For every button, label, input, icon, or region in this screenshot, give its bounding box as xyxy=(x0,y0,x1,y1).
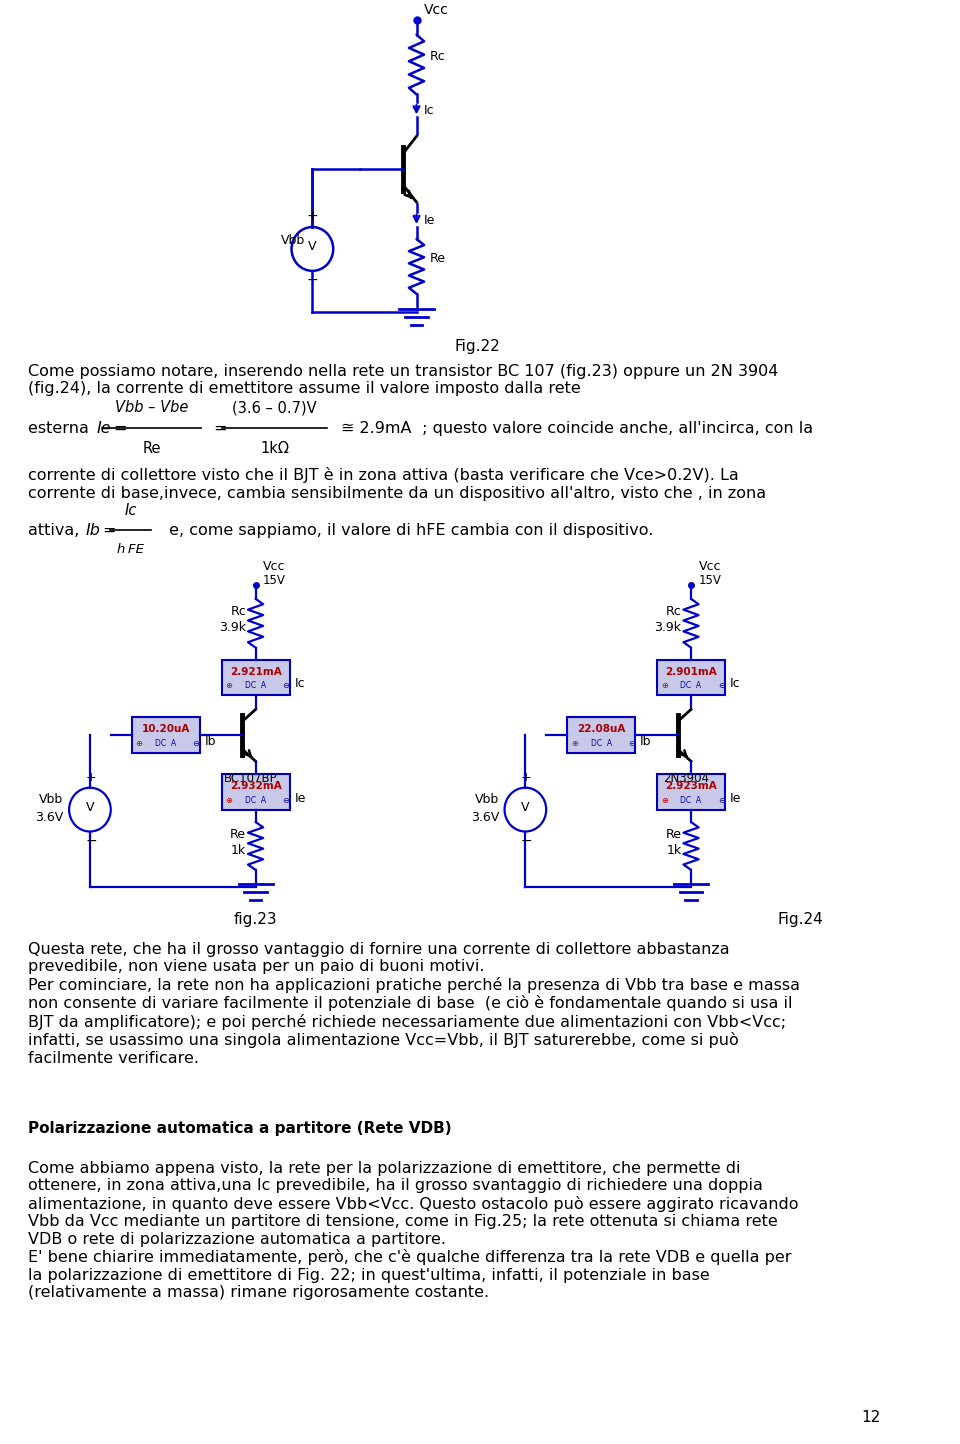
Text: Ic: Ic xyxy=(295,677,305,690)
Text: DC  A: DC A xyxy=(156,739,177,748)
Text: ⊕: ⊕ xyxy=(660,682,668,690)
Text: 15V: 15V xyxy=(699,573,722,586)
Text: ≅ 2.9mA: ≅ 2.9mA xyxy=(341,420,411,436)
Text: attiva,: attiva, xyxy=(29,523,84,537)
Text: Vbb: Vbb xyxy=(39,793,63,806)
Text: DC  A: DC A xyxy=(681,682,702,690)
Text: 3.9k: 3.9k xyxy=(655,621,682,634)
Text: 1k: 1k xyxy=(666,843,682,856)
FancyBboxPatch shape xyxy=(657,660,725,696)
FancyBboxPatch shape xyxy=(132,718,200,754)
Text: Polarizzazione automatica a partitore (Rete VDB): Polarizzazione automatica a partitore (R… xyxy=(29,1121,452,1136)
Text: 3.9k: 3.9k xyxy=(219,621,246,634)
Text: esterna: esterna xyxy=(29,420,94,436)
Text: DC  A: DC A xyxy=(245,682,266,690)
Text: Ie: Ie xyxy=(97,420,111,436)
Text: DC  A: DC A xyxy=(245,796,266,804)
Text: Re: Re xyxy=(430,251,445,264)
Text: 10.20uA: 10.20uA xyxy=(141,725,190,735)
Text: Vcc: Vcc xyxy=(424,3,449,17)
Text: 2.921mA: 2.921mA xyxy=(229,667,281,677)
Text: Come abbiamo appena visto, la rete per la polarizzazione di emettitore, che perm: Come abbiamo appena visto, la rete per l… xyxy=(29,1161,799,1300)
Text: −: − xyxy=(85,833,97,848)
Text: V: V xyxy=(521,801,530,814)
Text: BC107BP: BC107BP xyxy=(224,773,277,786)
Text: Ic: Ic xyxy=(125,503,137,518)
Text: ⊖: ⊖ xyxy=(192,739,200,748)
Text: −: − xyxy=(306,273,318,287)
Text: 3.6V: 3.6V xyxy=(36,812,63,825)
Text: Questa rete, che ha il grosso vantaggio di fornire una corrente di collettore ab: Questa rete, che ha il grosso vantaggio … xyxy=(29,941,801,1066)
FancyBboxPatch shape xyxy=(567,718,636,754)
Text: Re: Re xyxy=(142,442,160,456)
Text: fig.23: fig.23 xyxy=(234,911,277,927)
Text: DC  A: DC A xyxy=(681,796,702,804)
Text: Re: Re xyxy=(665,827,682,840)
Text: 2N3904: 2N3904 xyxy=(663,773,709,786)
Text: Rc: Rc xyxy=(666,605,682,618)
Text: Vcc: Vcc xyxy=(699,560,721,573)
Text: corrente di collettore visto che il BJT è in zona attiva (basta verificare che V: corrente di collettore visto che il BJT … xyxy=(29,468,766,501)
Text: −: − xyxy=(520,833,532,848)
Text: 3.6V: 3.6V xyxy=(470,812,499,825)
Text: 1kΩ: 1kΩ xyxy=(260,442,289,456)
Text: e, come sappiamo, il valore di hFE cambia con il dispositivo.: e, come sappiamo, il valore di hFE cambi… xyxy=(164,523,653,537)
Text: =: = xyxy=(102,523,116,537)
Text: 2.923mA: 2.923mA xyxy=(665,781,717,791)
Text: =: = xyxy=(113,420,127,436)
Text: Rc: Rc xyxy=(230,605,246,618)
Text: Re: Re xyxy=(230,827,246,840)
Text: Vcc: Vcc xyxy=(263,560,286,573)
Text: (3.6 – 0.7)V: (3.6 – 0.7)V xyxy=(232,400,317,416)
Text: ⊕: ⊕ xyxy=(226,682,232,690)
Text: Ie: Ie xyxy=(295,791,306,804)
Text: Ie: Ie xyxy=(730,791,741,804)
Text: Vbb – Vbe: Vbb – Vbe xyxy=(115,400,188,416)
Text: =: = xyxy=(213,420,227,436)
Text: DC  A: DC A xyxy=(590,739,612,748)
Text: +: + xyxy=(85,771,96,784)
FancyBboxPatch shape xyxy=(222,660,290,696)
Text: ; questo valore coincide anche, all'incirca, con la: ; questo valore coincide anche, all'inci… xyxy=(417,420,812,436)
Text: ⊕: ⊕ xyxy=(571,739,578,748)
Text: Fig.24: Fig.24 xyxy=(778,911,824,927)
Text: V: V xyxy=(308,241,317,254)
Text: ⊖: ⊖ xyxy=(282,796,289,804)
Text: 1k: 1k xyxy=(231,843,246,856)
Text: ⊖: ⊖ xyxy=(282,682,289,690)
Text: ⊖: ⊖ xyxy=(628,739,635,748)
Text: Ic: Ic xyxy=(730,677,740,690)
Text: 2.932mA: 2.932mA xyxy=(229,781,281,791)
Text: Rc: Rc xyxy=(430,51,445,64)
Text: Vbb: Vbb xyxy=(474,793,499,806)
Text: 15V: 15V xyxy=(263,573,286,586)
Text: ⊖: ⊖ xyxy=(718,682,725,690)
Text: Ie: Ie xyxy=(424,214,436,227)
Text: V: V xyxy=(85,801,94,814)
Text: Fig.22: Fig.22 xyxy=(454,339,500,354)
Text: h FE: h FE xyxy=(117,543,144,556)
Text: ⊕: ⊕ xyxy=(135,739,142,748)
Text: 2.901mA: 2.901mA xyxy=(665,667,717,677)
Text: ⊕: ⊕ xyxy=(660,796,668,804)
Text: Ib: Ib xyxy=(204,735,216,748)
Text: +: + xyxy=(306,209,318,222)
FancyBboxPatch shape xyxy=(222,774,290,810)
Text: Vbb: Vbb xyxy=(280,234,305,247)
Text: 22.08uA: 22.08uA xyxy=(577,725,625,735)
Text: Ib: Ib xyxy=(640,735,652,748)
Text: Ic: Ic xyxy=(424,104,435,117)
Text: ⊕: ⊕ xyxy=(226,796,232,804)
Text: +: + xyxy=(521,771,532,784)
Text: ⊖: ⊖ xyxy=(718,796,725,804)
Text: 12: 12 xyxy=(861,1409,880,1425)
Text: Come possiamo notare, inserendo nella rete un transistor BC 107 (fig.23) oppure : Come possiamo notare, inserendo nella re… xyxy=(29,364,779,396)
FancyBboxPatch shape xyxy=(657,774,725,810)
Text: Ib: Ib xyxy=(85,523,100,537)
